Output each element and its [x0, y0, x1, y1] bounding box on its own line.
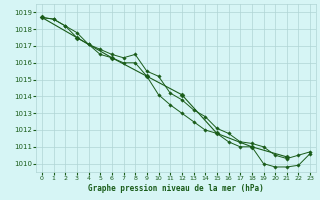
- X-axis label: Graphe pression niveau de la mer (hPa): Graphe pression niveau de la mer (hPa): [88, 184, 264, 193]
